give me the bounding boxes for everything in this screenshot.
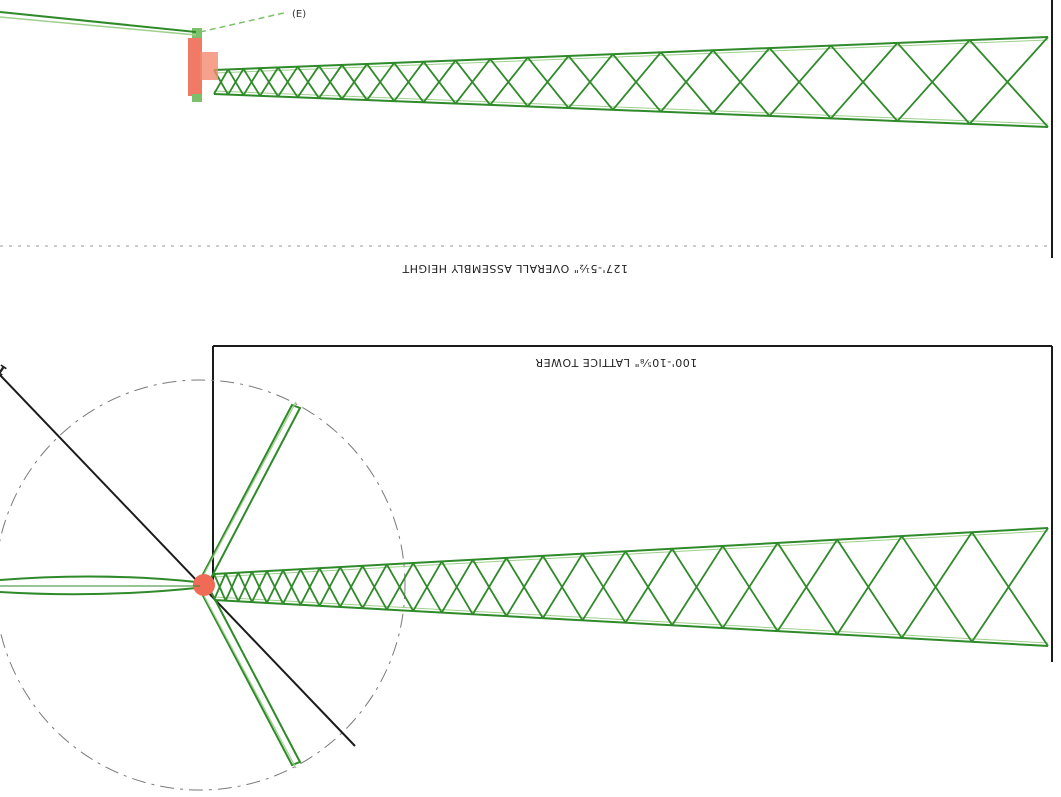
truss-member <box>527 55 570 107</box>
truss-member <box>213 530 1049 578</box>
lattice-tower-side <box>213 36 1049 128</box>
lattice-tower-front <box>213 527 1049 647</box>
truss-member <box>422 59 457 103</box>
truss-member <box>213 39 1049 74</box>
truss-member <box>282 568 302 605</box>
truss-member <box>472 557 508 615</box>
truss-member <box>660 49 714 113</box>
truss-member <box>251 570 268 603</box>
truss-member <box>968 36 1049 125</box>
truss-member <box>776 542 838 635</box>
truss-member <box>901 531 973 639</box>
truss-member <box>366 62 395 101</box>
truss-member <box>299 567 321 606</box>
truss-member <box>712 49 771 117</box>
truss-member <box>259 66 279 97</box>
truss-member <box>393 61 425 102</box>
truss-member <box>318 64 343 99</box>
truss-member <box>836 535 903 635</box>
truss-member <box>901 535 973 643</box>
truss-member <box>768 47 832 119</box>
truss-member <box>454 58 491 105</box>
truss-member <box>296 65 320 98</box>
truss-member <box>213 90 1049 125</box>
truss-member <box>671 545 724 626</box>
truss-member <box>341 63 368 100</box>
truss-member <box>361 564 388 609</box>
rotor-hub <box>193 574 215 596</box>
truss-member <box>318 566 341 607</box>
truss-member <box>542 555 584 621</box>
truss-member <box>213 93 1049 128</box>
rotor-blades <box>0 401 302 769</box>
lattice-tower-label: 100'-10⁵⁄₈" LATTICE TOWER <box>535 356 698 369</box>
truss-member <box>612 53 662 113</box>
truss-member <box>712 47 771 115</box>
truss-member <box>721 545 779 632</box>
truss-member <box>971 527 1049 643</box>
truss-member <box>896 42 971 125</box>
truss-member <box>971 531 1049 647</box>
truss-member <box>527 57 570 109</box>
truss-member <box>896 39 971 122</box>
blade-top <box>0 11 197 33</box>
truss-member <box>671 548 724 629</box>
nacelle <box>188 38 202 96</box>
rotor-swept-circle <box>0 379 406 791</box>
truss-member <box>836 539 903 639</box>
front-elevation-view <box>0 345 1053 791</box>
truss-member <box>542 553 584 619</box>
truss-member <box>339 565 364 608</box>
truss-member <box>776 539 838 632</box>
overall-height-label: 127'-5½" OVERALL ASSEMBLY HEIGHT <box>402 262 628 275</box>
svg-text:(E): (E) <box>292 9 306 20</box>
truss-member <box>412 560 443 612</box>
truss-member <box>224 572 240 602</box>
truss-member <box>624 548 673 624</box>
truss-member <box>227 68 245 96</box>
rotor-diameter-line <box>0 374 356 747</box>
truss-member <box>968 39 1049 128</box>
truss-member <box>830 42 899 120</box>
truss-member <box>213 527 1049 575</box>
truss-member <box>581 550 627 621</box>
truss-member <box>489 58 529 107</box>
truss-member <box>660 51 714 115</box>
truss-member <box>612 51 662 111</box>
truss-member <box>237 571 253 602</box>
truss-member <box>505 555 544 617</box>
truss-member <box>768 45 832 117</box>
truss-member <box>567 55 614 111</box>
truss-member <box>386 562 414 610</box>
truss-member <box>830 44 899 122</box>
side-elevation-view: (E) <box>0 0 1053 258</box>
truss-member <box>721 542 779 629</box>
truss-member <box>213 572 227 601</box>
truss-member <box>266 569 284 604</box>
truss-member <box>472 559 508 617</box>
truss-member <box>213 599 1049 647</box>
truss-member <box>624 550 673 626</box>
truss-member <box>581 553 627 624</box>
truss-member <box>242 67 261 96</box>
truss-member <box>213 596 1049 644</box>
truss-member <box>505 557 544 619</box>
truss-member <box>567 53 614 109</box>
truss-member <box>277 66 299 98</box>
truss-member <box>489 57 529 106</box>
truss-member <box>440 559 474 614</box>
truss-member <box>213 68 229 95</box>
truss-member <box>213 36 1049 71</box>
